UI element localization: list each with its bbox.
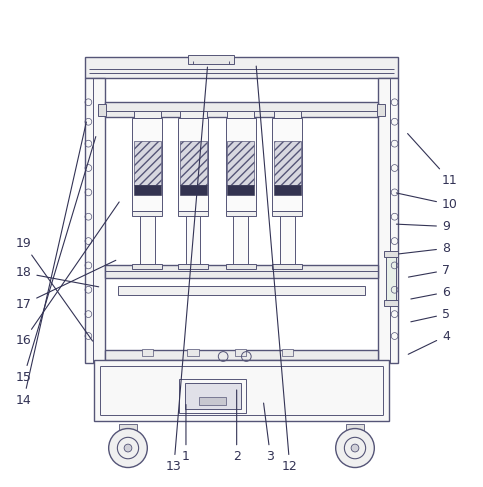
Bar — [178, 211, 208, 216]
Bar — [142, 349, 153, 356]
Bar — [179, 379, 246, 413]
Bar — [132, 211, 162, 216]
Bar — [140, 216, 155, 265]
Bar — [384, 300, 398, 306]
Bar — [105, 265, 378, 278]
Bar — [94, 360, 389, 421]
Bar — [180, 111, 207, 118]
Bar — [377, 104, 385, 116]
Bar — [132, 118, 162, 211]
Bar — [185, 383, 241, 409]
Bar — [134, 111, 161, 118]
Bar — [227, 111, 254, 118]
Bar — [386, 256, 396, 302]
Bar — [134, 185, 161, 195]
Bar — [132, 264, 162, 269]
Circle shape — [124, 444, 132, 452]
Bar — [226, 118, 256, 211]
Bar — [180, 185, 207, 195]
Bar — [178, 118, 208, 211]
Text: 2: 2 — [233, 390, 241, 463]
Bar — [85, 57, 398, 78]
Bar — [272, 118, 302, 211]
Bar — [178, 264, 208, 269]
Bar — [272, 264, 302, 269]
Bar — [105, 350, 378, 360]
Text: 13: 13 — [166, 67, 208, 473]
Text: 3: 3 — [264, 403, 274, 463]
Bar — [188, 55, 234, 64]
Text: 14: 14 — [15, 122, 86, 407]
Text: 19: 19 — [15, 237, 93, 341]
Bar — [85, 78, 105, 363]
Text: 17: 17 — [15, 260, 116, 311]
Text: 5: 5 — [411, 308, 450, 322]
Text: 4: 4 — [408, 330, 450, 355]
Bar — [227, 141, 254, 185]
Bar — [187, 349, 199, 356]
Text: 12: 12 — [256, 66, 298, 473]
Text: 16: 16 — [15, 202, 119, 347]
Bar — [199, 397, 226, 405]
Text: 15: 15 — [15, 136, 96, 384]
Text: 6: 6 — [411, 286, 450, 299]
Bar — [274, 111, 301, 118]
Bar — [118, 286, 365, 295]
Bar — [384, 251, 398, 257]
Bar — [346, 424, 364, 430]
Bar — [134, 141, 161, 185]
Bar — [274, 141, 301, 185]
Text: 18: 18 — [15, 266, 99, 287]
Text: 9: 9 — [397, 220, 450, 233]
Bar — [233, 216, 248, 265]
Text: 7: 7 — [409, 264, 450, 277]
Bar — [226, 264, 256, 269]
Text: 10: 10 — [397, 193, 458, 211]
Bar — [186, 216, 200, 265]
Bar — [227, 185, 254, 195]
Bar — [274, 185, 301, 195]
Bar — [280, 216, 295, 265]
Bar — [226, 211, 256, 216]
Bar — [180, 141, 207, 185]
Bar — [378, 78, 398, 363]
Bar — [272, 211, 302, 216]
Circle shape — [336, 429, 374, 468]
Text: 1: 1 — [182, 405, 190, 463]
Bar — [105, 102, 378, 117]
Circle shape — [351, 444, 359, 452]
Text: 8: 8 — [399, 242, 450, 255]
Bar — [235, 349, 246, 356]
Circle shape — [109, 429, 147, 468]
Bar — [98, 104, 106, 116]
Bar — [119, 424, 137, 430]
Text: 11: 11 — [408, 133, 458, 187]
Bar — [282, 349, 293, 356]
